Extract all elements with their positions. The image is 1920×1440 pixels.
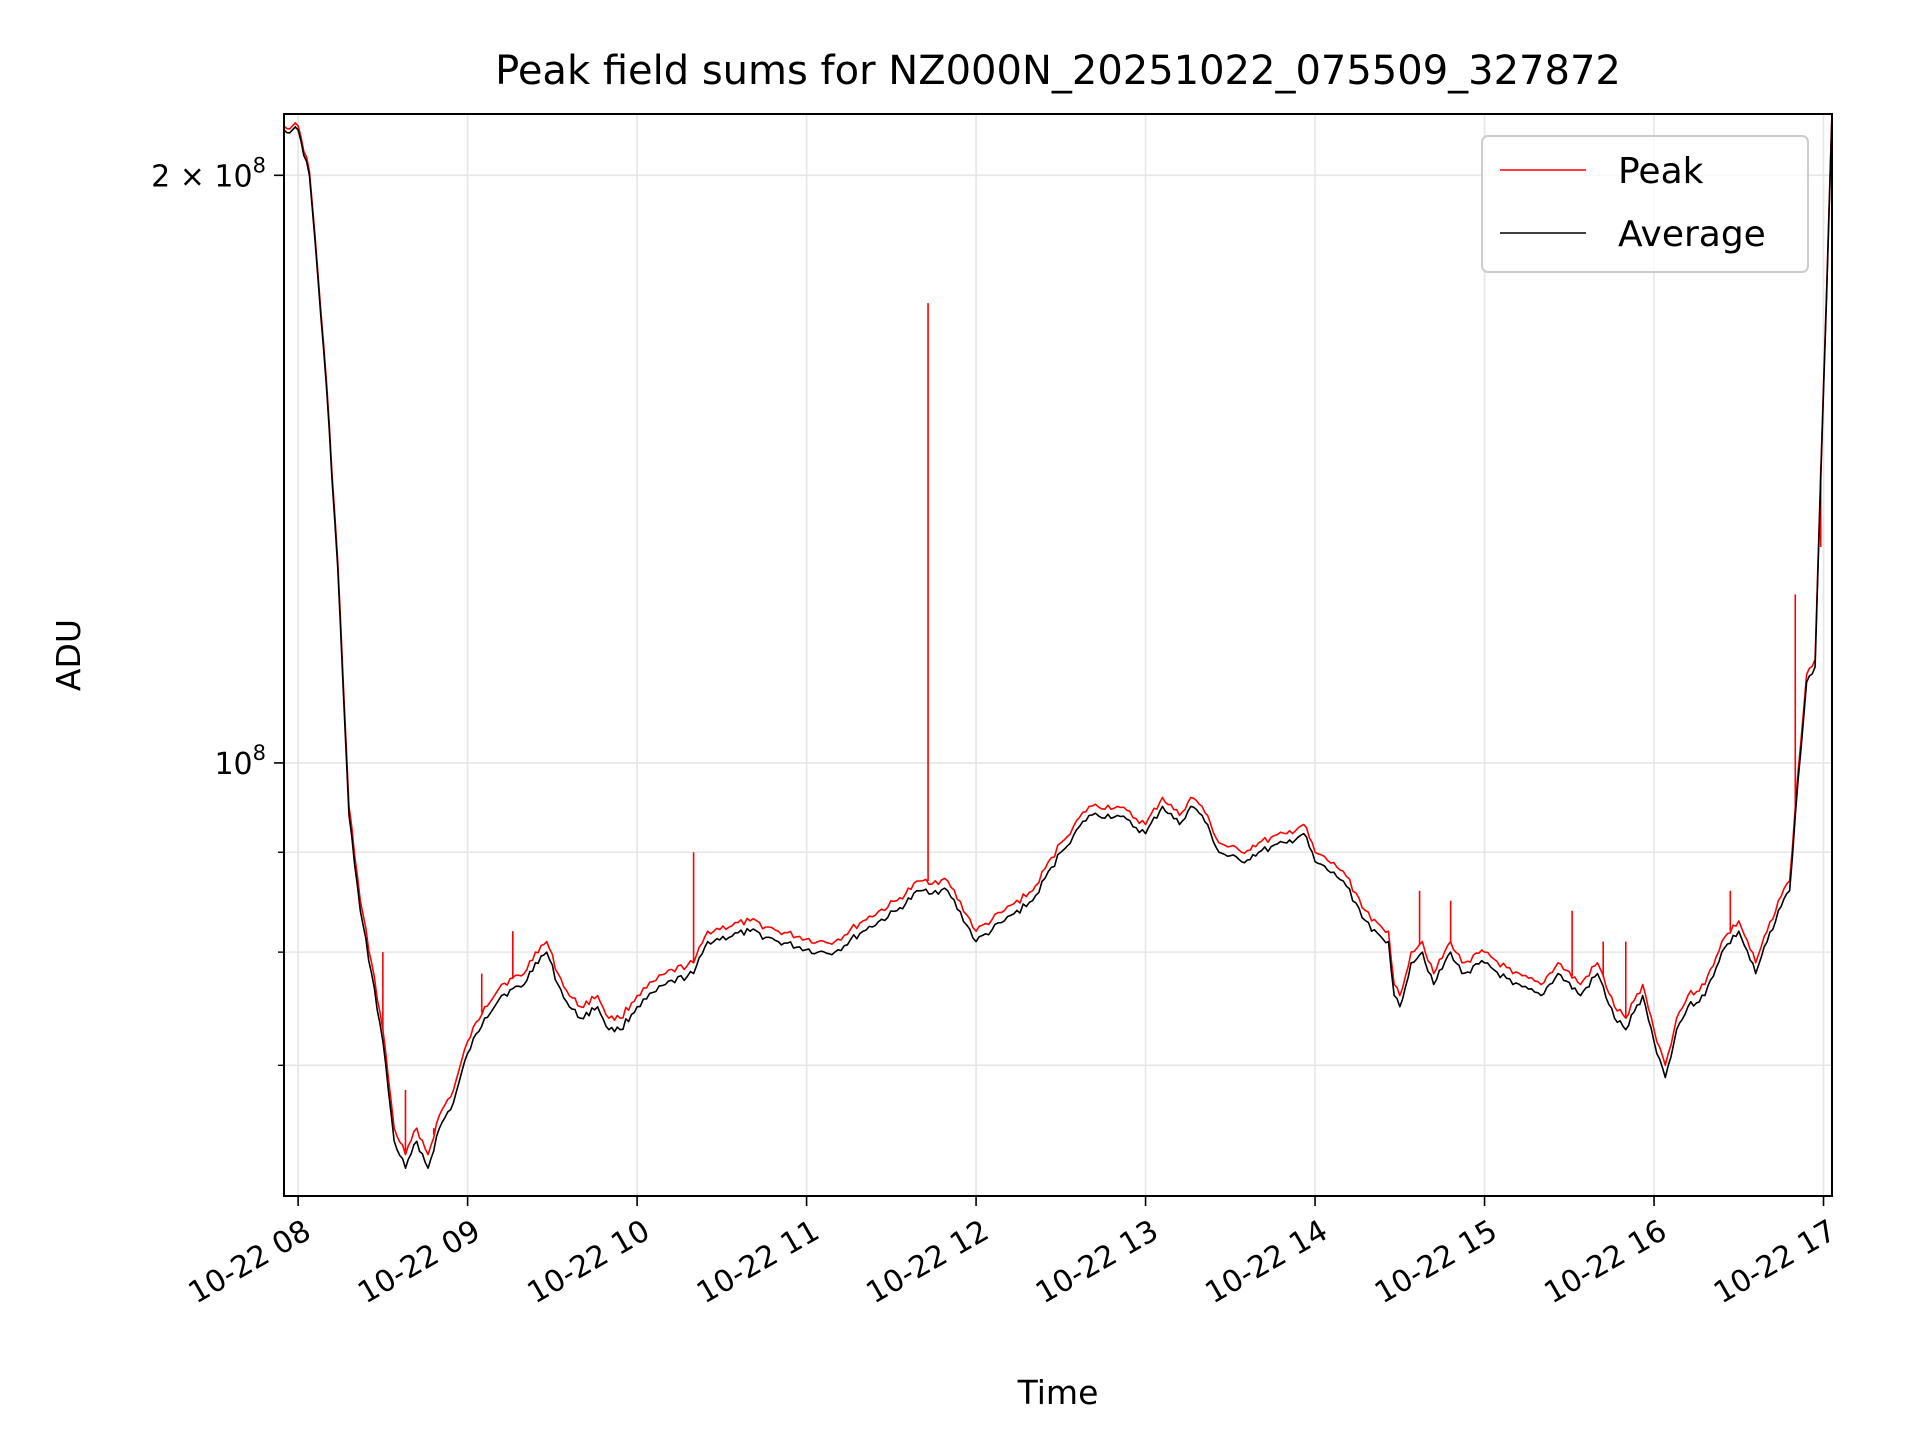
y-tick-label: 108	[214, 741, 266, 782]
y-axis: 2 × 108 108	[151, 153, 284, 1067]
plot-series	[284, 114, 1832, 1169]
grid	[284, 114, 1832, 1196]
x-axis-title: Time	[1017, 1373, 1099, 1412]
legend-label-average: Average	[1618, 214, 1766, 255]
legend: Peak Average	[1481, 135, 1809, 273]
series-line-average	[284, 114, 1832, 1169]
legend-label-peak: Peak	[1618, 151, 1704, 192]
plot-frame	[283, 113, 1833, 1197]
peak-spikes	[382, 303, 1822, 1155]
y-axis-title: ADU	[49, 619, 88, 691]
y-tick-label: 2 × 108	[151, 153, 266, 194]
chart-title: Peak field sums for NZ000N_20251022_0755…	[495, 48, 1621, 94]
series-line-peak	[284, 114, 1832, 1156]
